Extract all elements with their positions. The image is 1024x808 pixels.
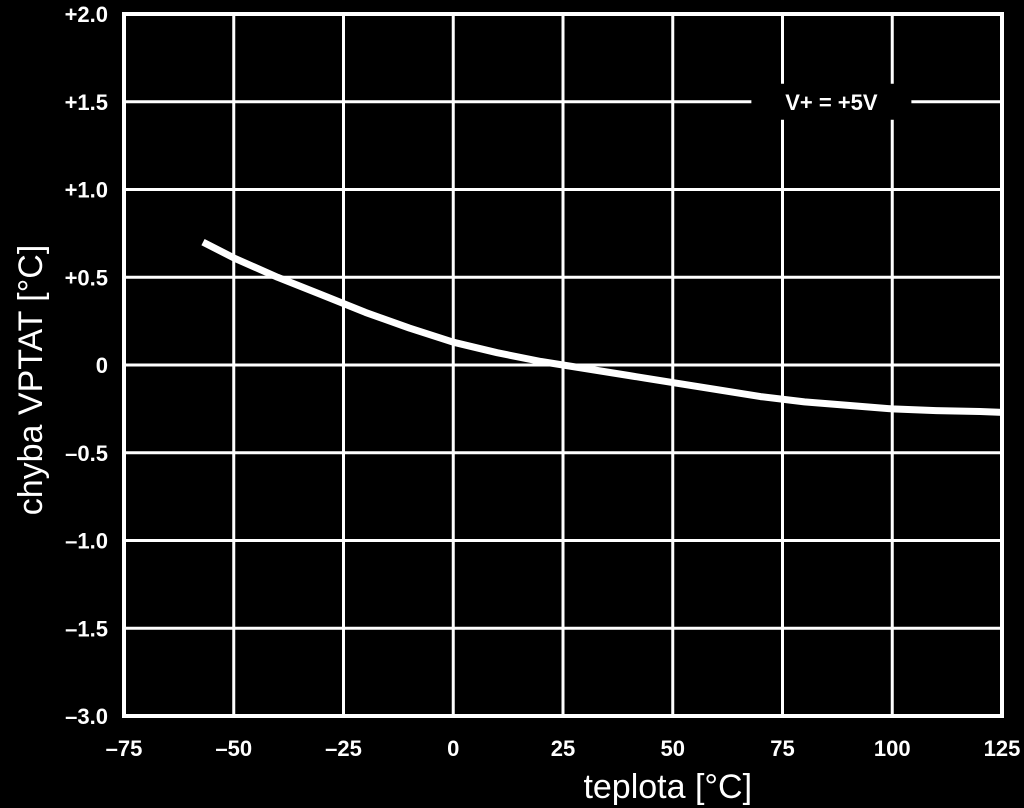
plot-frame [122, 12, 1004, 718]
y-axis-label: chyba VPTAT [°C] [12, 245, 50, 516]
x-tick-label: 75 [770, 736, 794, 761]
x-axis-label: teplota [°C] [583, 768, 752, 806]
x-tick-label: –75 [106, 736, 143, 761]
plot-border [122, 12, 1004, 718]
y-tick-label: –1.0 [65, 529, 108, 554]
x-tick-label: –50 [215, 736, 252, 761]
annotation-label: V+ = +5V [785, 90, 878, 115]
y-tick-label: +2.0 [65, 2, 108, 27]
y-tick-label: +1.0 [65, 178, 108, 203]
x-tick-label: –25 [325, 736, 362, 761]
x-tick-label: 100 [874, 736, 911, 761]
x-tick-label: 50 [661, 736, 685, 761]
x-tick-label: 0 [447, 736, 459, 761]
y-tick-label: +1.5 [65, 90, 108, 115]
y-tick-label: +0.5 [65, 265, 108, 290]
x-axis-ticks: –75 –50 –25 0 25 50 75 100 125 [106, 736, 1021, 761]
y-axis-ticks: –3.0 –1.5 –1.0 –0.5 0 +0.5 +1.0 +1.5 +2.0 [65, 2, 108, 729]
y-tick-label: –3.0 [65, 704, 108, 729]
y-tick-label: –0.5 [65, 441, 108, 466]
series-line [201, 238, 1003, 416]
annotation-group: V+ = +5V [751, 83, 912, 120]
x-tick-label: 25 [551, 736, 575, 761]
x-tick-label: 125 [984, 736, 1021, 761]
series-group [201, 238, 1003, 416]
y-tick-label: 0 [96, 353, 108, 378]
y-tick-label: –1.5 [65, 616, 108, 641]
annotation-background [751, 83, 912, 120]
